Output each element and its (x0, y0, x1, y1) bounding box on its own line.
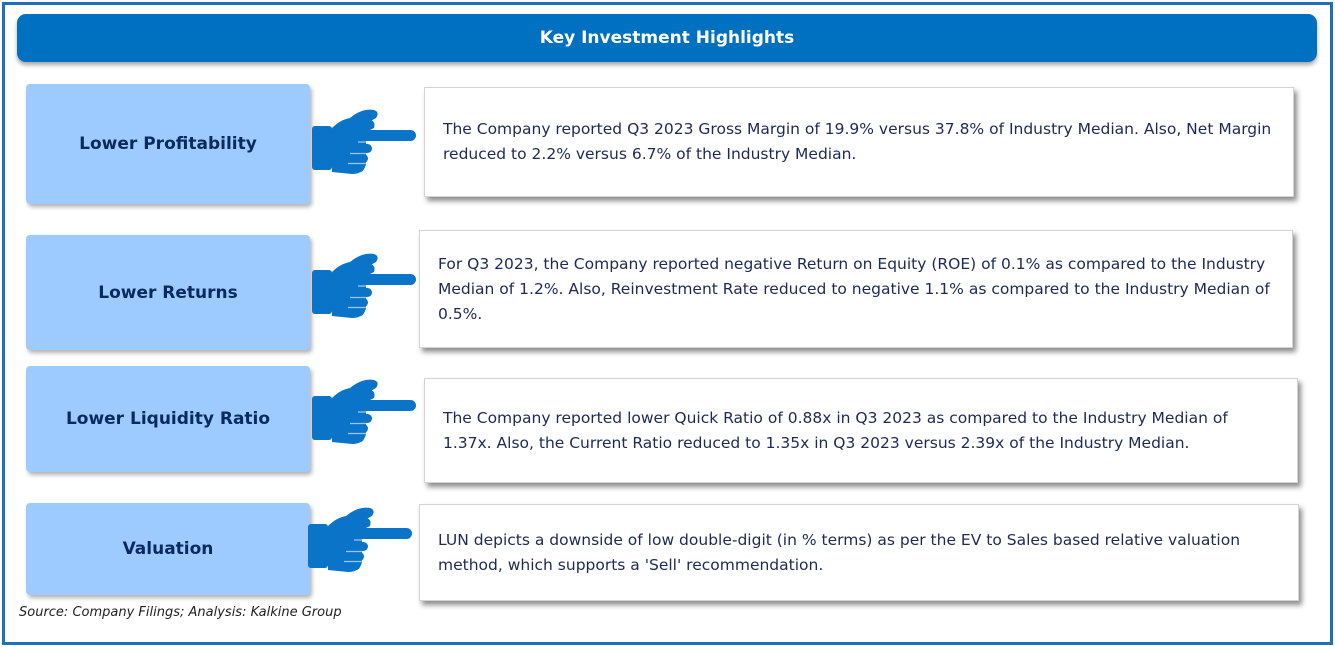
page-title: Key Investment Highlights (17, 14, 1317, 62)
highlight-description-text: The Company reported lower Quick Ratio o… (443, 408, 1228, 452)
pointing-hand-icon (311, 109, 417, 175)
highlight-label-lower-liquidity-ratio: Lower Liquidity Ratio (26, 366, 310, 472)
highlight-description-text: LUN depicts a downside of low double-dig… (438, 530, 1241, 574)
highlight-description-text: For Q3 2023, the Company reported negati… (438, 254, 1270, 323)
highlight-description-lower-profitability: The Company reported Q3 2023 Gross Margi… (424, 87, 1294, 197)
pointing-hand-icon (307, 507, 413, 573)
source-note: Source: Company Filings; Analysis: Kalki… (19, 605, 342, 620)
highlight-description-lower-returns: For Q3 2023, the Company reported negati… (419, 230, 1293, 348)
highlight-description-lower-liquidity-ratio: The Company reported lower Quick Ratio o… (424, 378, 1298, 483)
pointing-hand-icon (311, 379, 417, 445)
highlight-label-text: Lower Profitability (79, 134, 257, 154)
highlight-label-text: Valuation (122, 539, 214, 559)
highlight-label-text: Lower Returns (98, 282, 238, 303)
highlight-label-lower-profitability: Lower Profitability (26, 84, 310, 204)
highlight-description-valuation: LUN depicts a downside of low double-dig… (419, 504, 1299, 601)
highlight-label-valuation: Valuation (26, 503, 310, 595)
highlight-label-lower-returns: Lower Returns (26, 235, 310, 350)
pointing-hand-icon (311, 253, 417, 319)
highlight-description-text: The Company reported Q3 2023 Gross Margi… (443, 120, 1272, 163)
highlight-label-text: Lower Liquidity Ratio (65, 409, 271, 429)
page-title-text: Key Investment Highlights (539, 28, 795, 48)
